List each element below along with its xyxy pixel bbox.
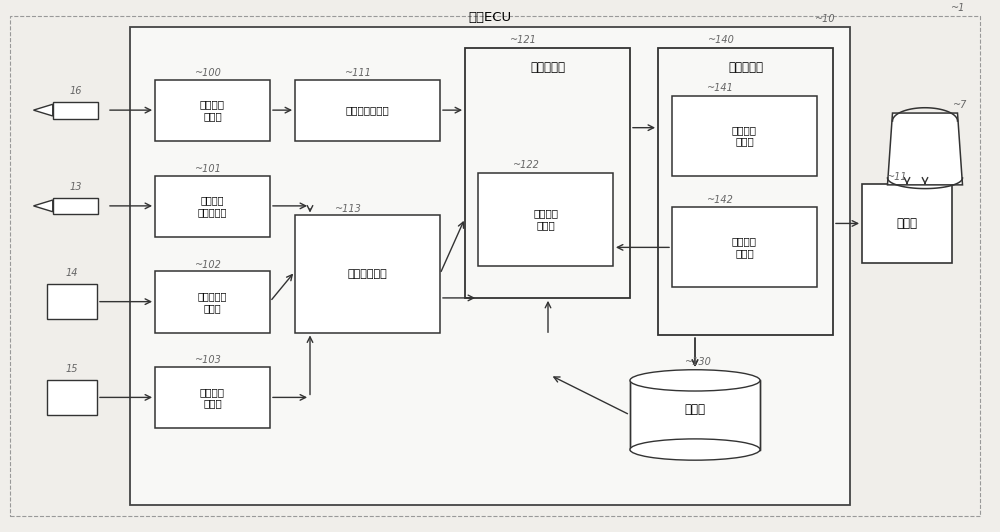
Text: ~7: ~7 [952,101,967,111]
Text: ~121: ~121 [510,35,537,45]
Text: 毫米波数据
处理部: 毫米波数据 处理部 [198,291,227,313]
Bar [630,380,760,450]
Text: 周边视野
显示部: 周边视野 显示部 [732,237,757,258]
Text: ~130: ~130 [685,357,712,367]
Bar [465,48,630,298]
Bar [130,27,850,505]
Text: 显示视野
判定部: 显示视野 判定部 [533,209,558,230]
Bar [672,207,817,287]
Text: 前景数据
获取处理部: 前景数据 获取处理部 [198,195,227,217]
Polygon shape [888,113,962,185]
Text: ~103: ~103 [195,355,222,365]
Bar [53,102,98,119]
Text: ~1: ~1 [951,3,965,13]
Bar [478,173,613,266]
Bar [295,215,440,332]
Bar [862,184,952,263]
Bar [155,176,270,237]
Bar [658,48,833,335]
Text: 显示器: 显示器 [896,217,918,230]
Ellipse shape [630,439,760,460]
Bar [53,197,98,214]
Text: ~113: ~113 [335,204,362,214]
Text: ~111: ~111 [345,68,372,78]
Text: ~101: ~101 [195,164,222,174]
Text: 14: 14 [66,268,78,278]
Text: ~122: ~122 [513,160,540,170]
Text: 15: 15 [66,364,78,374]
Text: ~100: ~100 [195,68,222,78]
Text: 对象物检测部: 对象物检测部 [348,269,387,279]
Text: 显示处理部: 显示处理部 [728,61,763,74]
Bar [47,285,97,319]
Bar [672,96,817,176]
Polygon shape [33,200,53,212]
Text: 激光数据
处理部: 激光数据 处理部 [200,387,225,409]
Text: 控制ECU: 控制ECU [468,11,512,24]
Text: ~141: ~141 [707,83,734,93]
Text: 眼球数据
处理部: 眼球数据 处理部 [200,99,225,121]
Text: 辅助判定部: 辅助判定部 [530,61,565,74]
Text: ~11: ~11 [887,172,908,182]
Bar [47,380,97,415]
Text: ~102: ~102 [195,260,222,270]
Polygon shape [33,104,53,116]
Ellipse shape [630,370,760,391]
Text: 有效视野计算部: 有效视野计算部 [346,105,389,115]
Text: 存储部: 存储部 [684,403,706,416]
Bar [155,271,270,332]
Bar [155,80,270,141]
Text: ~10: ~10 [815,14,836,24]
Text: ~140: ~140 [708,35,735,45]
Bar [155,367,270,428]
Text: 16: 16 [69,86,82,96]
Text: 13: 13 [69,181,82,192]
Text: 有效视野
显示部: 有效视野 显示部 [732,125,757,146]
Text: ~142: ~142 [707,195,734,205]
Bar [295,80,440,141]
